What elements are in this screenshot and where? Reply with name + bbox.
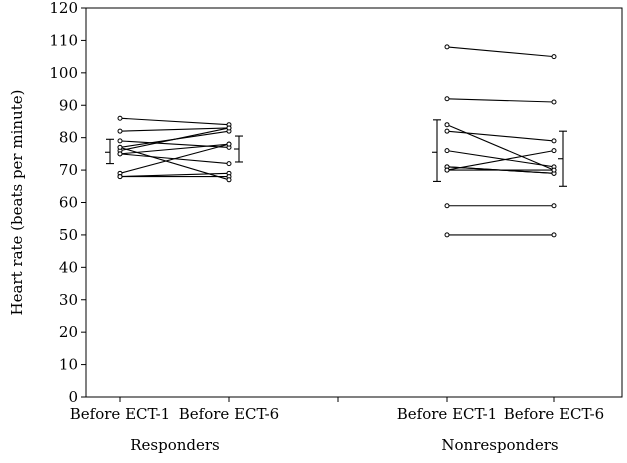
subject-line — [446, 150, 555, 171]
x-axis: Before ECT-1 Before ECT-6 Responders Before… — [70, 397, 604, 454]
y-tick-label: 80 — [59, 129, 78, 147]
y-tick-label: 40 — [59, 258, 78, 276]
x-category-label: Before ECT-6 — [179, 405, 279, 423]
data-point — [117, 115, 123, 121]
data-point — [551, 99, 557, 105]
data-point — [551, 148, 557, 154]
data-point — [117, 128, 123, 134]
data-point — [551, 54, 557, 60]
x-category-label: Before ECT-1 — [70, 405, 170, 423]
data-point — [444, 96, 450, 102]
subject-line — [446, 46, 555, 58]
y-tick-label: 90 — [59, 96, 78, 114]
subject-line — [446, 130, 555, 142]
y-tick-label: 30 — [59, 291, 78, 309]
data-point — [444, 203, 450, 209]
x-category-label: Before ECT-1 — [397, 405, 497, 423]
y-axis: 0 10 20 30 40 50 60 70 80 90 100 110 120 — [49, 0, 86, 406]
data-point — [444, 44, 450, 50]
data-point — [117, 151, 123, 157]
y-tick-label: 60 — [59, 194, 78, 212]
y-tick-label: 0 — [68, 388, 78, 406]
subject-line — [119, 127, 230, 132]
data-point — [117, 144, 123, 150]
data-point — [226, 161, 232, 167]
subject-line — [119, 143, 230, 174]
subject-line — [119, 117, 230, 126]
y-tick-label: 70 — [59, 161, 78, 179]
data-point — [117, 174, 123, 180]
y-axis-label: Heart rate (beats per minute) — [8, 90, 26, 316]
data-point — [444, 128, 450, 134]
y-tick-label: 120 — [49, 0, 78, 17]
x-category-label: Before ECT-6 — [504, 405, 604, 423]
data-point — [444, 122, 450, 128]
y-tick-label: 10 — [59, 356, 78, 374]
x-group-label: Responders — [130, 436, 220, 454]
data-point — [551, 203, 557, 209]
data-point — [444, 148, 450, 154]
subject-line — [446, 150, 555, 168]
subject-line — [119, 127, 230, 152]
data-point — [551, 167, 557, 173]
data-point — [117, 138, 123, 144]
data-point — [226, 141, 232, 147]
x-group-label: Nonresponders — [441, 436, 558, 454]
data-point — [226, 177, 232, 183]
data-point — [226, 125, 232, 131]
data-series — [105, 44, 567, 238]
y-tick-label: 100 — [49, 64, 78, 82]
data-point — [444, 232, 450, 238]
subject-line — [119, 146, 230, 181]
data-point — [551, 138, 557, 144]
data-point — [444, 167, 450, 173]
y-tick-label: 50 — [59, 226, 78, 244]
y-tick-label: 110 — [49, 31, 78, 49]
y-tick-label: 20 — [59, 323, 78, 341]
subject-line — [446, 98, 555, 103]
data-point — [551, 232, 557, 238]
